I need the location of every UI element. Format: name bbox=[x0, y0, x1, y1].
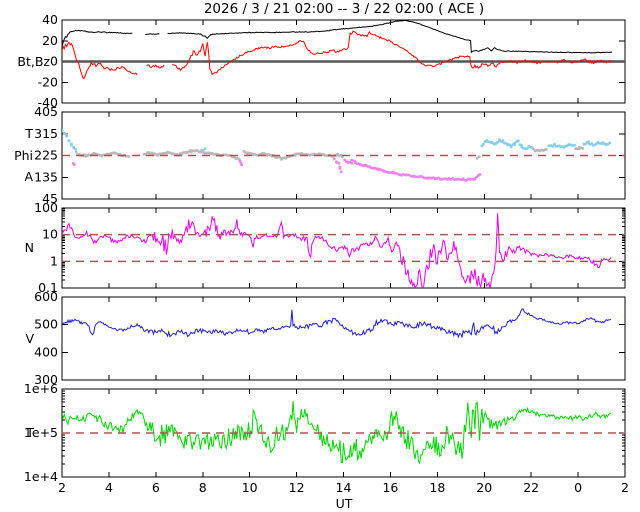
y-tick-label: 1e+6 bbox=[24, 381, 58, 396]
series-bt bbox=[167, 20, 613, 54]
series-bt bbox=[62, 29, 133, 47]
scatter-dot bbox=[498, 138, 501, 142]
panel-axes-n bbox=[61, 207, 626, 289]
panel-series-phi bbox=[62, 128, 612, 182]
x-tick-label: 20 bbox=[476, 480, 492, 495]
scatter-dot bbox=[74, 150, 78, 154]
scatter-dot bbox=[240, 163, 244, 167]
series-t bbox=[62, 401, 612, 465]
y-tick-label: 315 bbox=[34, 126, 58, 141]
panel-label-density: N bbox=[25, 240, 34, 255]
scatter-dot bbox=[477, 155, 481, 159]
scatter-dot bbox=[516, 139, 520, 143]
scatter-dot bbox=[509, 144, 513, 148]
scatter-dot bbox=[478, 173, 482, 176]
y-tick-label: 135 bbox=[34, 169, 58, 184]
y-tick-label: -40 bbox=[38, 95, 58, 110]
scatter-dot bbox=[127, 155, 131, 158]
y-tick-label: 10 bbox=[42, 227, 58, 242]
panel-series-t bbox=[62, 401, 612, 465]
series-bz bbox=[146, 64, 165, 69]
scatter-dot bbox=[532, 147, 535, 151]
series-bz bbox=[62, 41, 138, 79]
x-tick-label: 6 bbox=[152, 480, 160, 495]
scatter-dot bbox=[520, 144, 524, 147]
scatter-dot bbox=[62, 131, 66, 135]
x-axis-title: UT bbox=[336, 496, 353, 511]
y-tick-label: 40 bbox=[42, 12, 58, 27]
scatter-dot bbox=[587, 140, 590, 144]
scatter-dot bbox=[353, 160, 357, 164]
scatter-dot bbox=[238, 159, 242, 163]
panel-series-v bbox=[62, 308, 612, 339]
scatter-dot bbox=[475, 157, 479, 160]
scatter-dot bbox=[525, 147, 529, 151]
scatter-dot bbox=[336, 152, 339, 156]
panel-series-bt_bz bbox=[62, 20, 613, 79]
x-tick-label: 0 bbox=[574, 480, 582, 495]
y-tick-label: 100 bbox=[34, 200, 58, 215]
x-tick-label: 4 bbox=[105, 480, 113, 495]
y-tick-label: 1e+4 bbox=[24, 469, 58, 484]
scatter-dot bbox=[203, 147, 207, 151]
scatter-dot bbox=[62, 128, 64, 132]
scatter-dot bbox=[332, 157, 336, 161]
scatter-dot bbox=[573, 143, 576, 147]
scatter-dot bbox=[72, 163, 76, 167]
series-v bbox=[62, 308, 612, 339]
y-tick-label: 400 bbox=[34, 344, 58, 359]
x-tick-label: 2 bbox=[58, 480, 66, 495]
panel-label-bt-bz: Bt,Bz bbox=[17, 54, 50, 69]
scatter-dot bbox=[608, 141, 612, 145]
y-tick-label: 500 bbox=[34, 317, 58, 332]
y-tick-label: -20 bbox=[38, 74, 58, 89]
scatter-dot bbox=[350, 161, 354, 165]
x-tick-label: 22 bbox=[523, 480, 539, 495]
y-tick-label: 1 bbox=[50, 253, 58, 268]
chart-title: 2026 / 3 / 21 02:00 -- 3 / 22 02:00 ( AC… bbox=[204, 1, 484, 17]
y-tick-label: 405 bbox=[34, 104, 58, 119]
scatter-dot bbox=[67, 139, 71, 143]
scatter-dot bbox=[482, 142, 485, 146]
scatter-dot bbox=[65, 133, 69, 137]
y-tick-label: 600 bbox=[34, 289, 58, 304]
x-tick-label: 10 bbox=[242, 480, 258, 495]
y-tick-label: 20 bbox=[42, 33, 58, 48]
y-tick-label: 45 bbox=[42, 191, 58, 206]
series-bz bbox=[172, 30, 613, 76]
y-tick-label: 0 bbox=[50, 54, 58, 69]
x-tick-label: 12 bbox=[289, 480, 305, 495]
x-tick-label: 8 bbox=[199, 480, 207, 495]
y-tick-label: 1e+5 bbox=[24, 425, 58, 440]
panel-label-phi: Phi bbox=[14, 148, 33, 163]
scatter-dot bbox=[338, 167, 342, 170]
scatter-dot bbox=[337, 161, 341, 165]
y-tick-label: 300 bbox=[34, 372, 58, 387]
x-tick-label: 2 bbox=[621, 480, 629, 495]
scatter-dot bbox=[339, 170, 343, 174]
panel-label-speed: V bbox=[25, 331, 34, 346]
scatter-dot bbox=[581, 147, 585, 150]
y-tick-label: 225 bbox=[34, 148, 58, 163]
panel-label-phi-away: A bbox=[24, 169, 33, 184]
scatter-dot bbox=[343, 158, 347, 162]
panel-axes-v bbox=[61, 296, 626, 381]
scatter-dot bbox=[545, 147, 548, 151]
series-n bbox=[62, 213, 612, 288]
scatter-dot bbox=[74, 147, 77, 151]
panel-label-phi-toward: T bbox=[24, 126, 33, 141]
x-tick-label: 18 bbox=[429, 480, 445, 495]
x-tick-label: 16 bbox=[382, 480, 398, 495]
series-bt bbox=[145, 33, 160, 36]
scatter-dot bbox=[335, 160, 338, 164]
x-tick-label: 14 bbox=[336, 480, 352, 495]
y-tick-label: 0.1 bbox=[38, 280, 58, 295]
scatter-dot bbox=[501, 139, 505, 143]
scatter-dot bbox=[70, 143, 73, 147]
panel-series-n bbox=[62, 213, 612, 288]
panel-label-temperature: T bbox=[25, 425, 34, 440]
